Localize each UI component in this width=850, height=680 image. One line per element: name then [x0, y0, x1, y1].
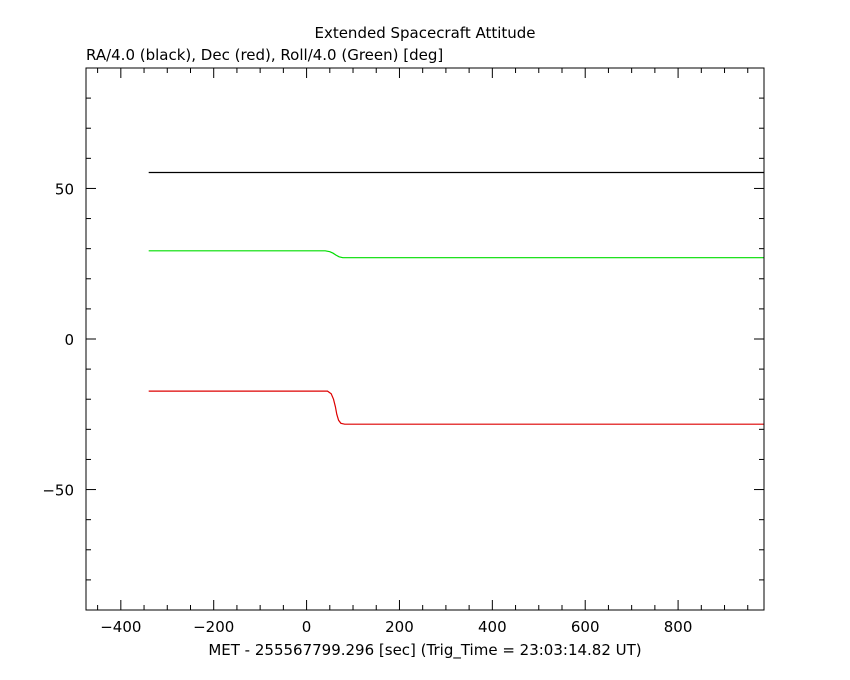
- x-tick-label: −200: [193, 618, 234, 636]
- plot-frame: [85, 67, 765, 611]
- x-tick-label: 600: [571, 618, 600, 636]
- axes-layer: −400 −200 0 200 400 600 800 −50 0 50: [42, 67, 765, 636]
- x-tick-label: 800: [664, 618, 693, 636]
- y-tick-label: 50: [55, 180, 74, 198]
- x-tick-label: 0: [302, 618, 312, 636]
- series-line-1: [148, 250, 764, 259]
- x-tick-label: 400: [478, 618, 507, 636]
- y-tick-label: −50: [42, 482, 74, 500]
- y-tick-label: 0: [64, 331, 74, 349]
- series-layer: [148, 171, 764, 425]
- series-line-2: [148, 390, 764, 425]
- chart-title: Extended Spacecraft Attitude: [314, 24, 535, 42]
- x-axis-label: MET - 255567799.296 [sec] (Trig_Time = 2…: [208, 641, 641, 660]
- x-tick-label: −400: [100, 618, 141, 636]
- chart-subtitle: RA/4.0 (black), Dec (red), Roll/4.0 (Gre…: [86, 46, 443, 64]
- x-tick-label: 200: [385, 618, 414, 636]
